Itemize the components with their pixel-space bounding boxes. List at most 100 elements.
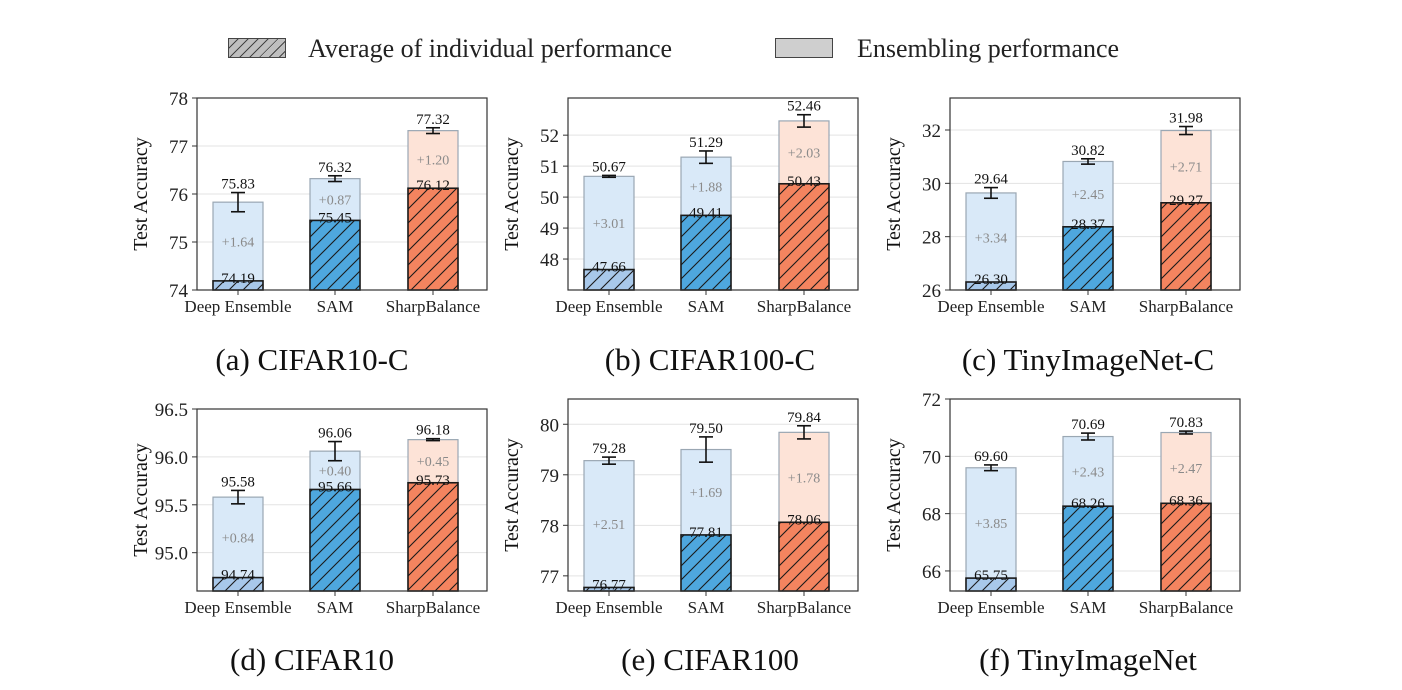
- y-tick-label: 50: [540, 188, 559, 209]
- individual-value-label: 94.74: [221, 568, 255, 584]
- gain-label: +0.84: [222, 531, 254, 546]
- y-tick-label: 96.5: [155, 400, 188, 421]
- gain-label: +2.43: [1072, 465, 1104, 480]
- solid-swatch-icon: [775, 38, 833, 58]
- individual-value-label: 68.26: [1071, 496, 1105, 512]
- x-tick-label: SharpBalance: [386, 297, 480, 316]
- plot-frame: [567, 97, 859, 291]
- ensemble-value-label: 96.18: [416, 423, 450, 439]
- bar-individual: [1160, 202, 1212, 291]
- y-axis-label: Test Accuracy: [130, 137, 152, 251]
- gain-label: +3.34: [975, 231, 1007, 246]
- caption-b: (b) CIFAR100-C: [604, 342, 816, 377]
- x-tick-label: Deep Ensemble: [184, 598, 291, 617]
- bar-individual: [1062, 226, 1114, 291]
- gain-label: +2.03: [788, 146, 820, 161]
- individual-value-label: 75.45: [318, 210, 352, 226]
- individual-value-label: 95.66: [318, 479, 352, 495]
- gain-label: +2.47: [1170, 462, 1202, 477]
- ensemble-value-label: 69.60: [974, 449, 1008, 465]
- ensemble-value-label: 79.50: [689, 421, 723, 437]
- ensemble-value-label: 70.69: [1071, 417, 1105, 433]
- chart-panel-c: 26 28 30 32 29.64 26.30 +3.34 Deep Ensemble 30.8…: [883, 97, 1241, 316]
- gain-label: +1.69: [690, 486, 722, 501]
- individual-value-label: 47.66: [592, 260, 626, 276]
- x-tick-label: SAM: [317, 297, 354, 316]
- individual-value-label: 65.75: [974, 568, 1008, 584]
- individual-value-label: 29.27: [1169, 193, 1203, 209]
- bar-individual: [680, 534, 732, 592]
- ensemble-value-label: 50.67: [592, 159, 626, 175]
- y-tick-label: 28: [922, 228, 941, 249]
- y-tick-label: 76: [169, 185, 188, 206]
- gain-label: +1.78: [788, 471, 820, 486]
- x-tick-label: Deep Ensemble: [937, 598, 1044, 617]
- x-tick-label: SAM: [688, 598, 725, 617]
- individual-value-label: 76.12: [416, 178, 450, 194]
- caption-f: (f) TinyImageNet: [979, 642, 1197, 677]
- y-tick-label: 80: [540, 415, 559, 436]
- individual-value-label: 77.81: [689, 525, 723, 541]
- ensemble-value-label: 77.32: [416, 112, 450, 128]
- x-tick-label: SAM: [688, 297, 725, 316]
- ensemble-value-label: 52.46: [787, 99, 821, 115]
- plot-frame: [196, 408, 488, 592]
- individual-value-label: 74.19: [221, 271, 255, 287]
- y-axis-label: Test Accuracy: [501, 438, 523, 552]
- gain-label: +1.88: [690, 180, 722, 195]
- y-tick-label: 72: [922, 390, 941, 411]
- bar-ensemble: [965, 467, 1017, 592]
- y-tick-label: 78: [540, 516, 559, 537]
- individual-value-label: 68.36: [1169, 493, 1203, 509]
- x-tick-label: SharpBalance: [1139, 297, 1233, 316]
- y-tick-label: 66: [922, 562, 941, 583]
- ensemble-value-label: 29.64: [974, 172, 1008, 188]
- bar-ensemble: [212, 496, 264, 592]
- y-tick-label: 95.0: [155, 544, 188, 565]
- bar-individual: [309, 488, 361, 592]
- ensemble-value-label: 79.84: [787, 410, 821, 426]
- caption-e: (e) CIFAR100: [621, 642, 799, 677]
- ensemble-value-label: 95.58: [221, 474, 255, 490]
- x-tick-label: Deep Ensemble: [937, 297, 1044, 316]
- bar-ensemble: [583, 460, 635, 592]
- gain-label: +0.45: [417, 455, 449, 470]
- ensemble-value-label: 79.28: [592, 441, 626, 457]
- y-axis-label: Test Accuracy: [883, 137, 905, 251]
- x-tick-label: Deep Ensemble: [555, 598, 662, 617]
- chart-panel-e: 77 78 79 80 79.28 76.77 +2.51 Deep Ensemble 79.5…: [501, 398, 859, 617]
- y-tick-label: 70: [922, 447, 941, 468]
- bar-ensemble: [965, 192, 1017, 291]
- legend-individual-label: Average of individual performance: [308, 34, 673, 63]
- y-axis-label: Test Accuracy: [883, 438, 905, 552]
- individual-value-label: 49.41: [689, 205, 723, 221]
- bar-individual: [778, 182, 830, 291]
- y-tick-label: 52: [540, 126, 559, 147]
- plot-frame: [567, 398, 859, 592]
- ensemble-value-label: 75.83: [221, 177, 255, 193]
- y-tick-label: 79: [540, 466, 559, 487]
- caption-c: (c) TinyImageNet-C: [961, 342, 1215, 377]
- x-tick-label: SharpBalance: [757, 297, 851, 316]
- individual-value-label: 28.37: [1071, 217, 1105, 233]
- y-tick-label: 77: [540, 567, 559, 588]
- y-tick-label: 30: [922, 174, 941, 195]
- plot-frame: [949, 398, 1241, 592]
- gain-label: +3.85: [975, 517, 1007, 532]
- individual-value-label: 95.73: [416, 473, 450, 489]
- y-tick-label: 48: [540, 250, 559, 271]
- x-tick-label: SharpBalance: [386, 598, 480, 617]
- y-axis-label: Test Accuracy: [501, 137, 523, 251]
- gain-label: +2.51: [593, 518, 625, 533]
- y-tick-label: 96.0: [155, 448, 188, 469]
- gain-label: +1.20: [417, 153, 449, 168]
- x-tick-label: SAM: [1070, 598, 1107, 617]
- y-axis-label: Test Accuracy: [130, 443, 152, 557]
- x-tick-label: Deep Ensemble: [555, 297, 662, 316]
- individual-value-label: 26.30: [974, 272, 1008, 288]
- bar-ensemble: [212, 201, 264, 291]
- bar-individual: [680, 214, 732, 291]
- ensemble-value-label: 31.98: [1169, 111, 1203, 127]
- chart-panel-a: 74 75 76 77 78 75.83 74.19 +1.64 Deep Ensemble 76…: [130, 89, 488, 316]
- caption-d: (d) CIFAR10: [230, 642, 394, 677]
